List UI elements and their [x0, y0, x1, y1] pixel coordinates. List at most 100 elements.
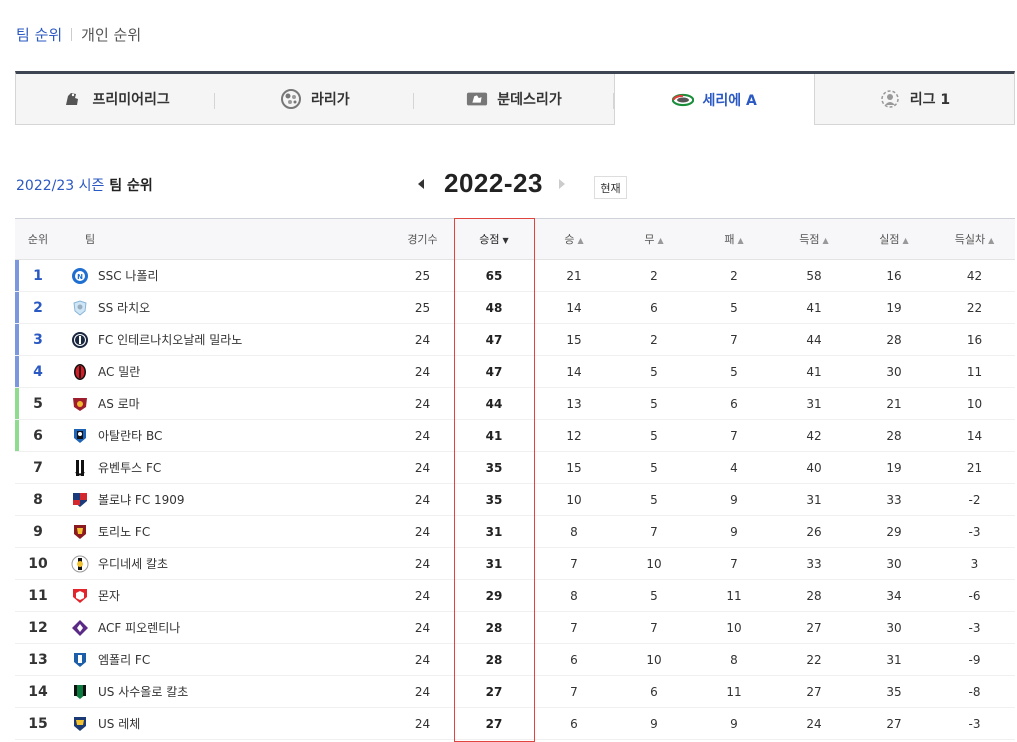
won-cell: 8	[534, 579, 614, 612]
league-tabs: 프리미어리그 라리가 분데스리가 세리에 A 리그 1	[15, 71, 1015, 125]
goal-diff-cell: 22	[934, 291, 1015, 324]
league-label: 프리미어리그	[92, 92, 170, 108]
team-cell: 볼로냐 FC 1909	[61, 483, 391, 516]
points-cell: 28	[454, 611, 534, 644]
goal-diff-cell: -3	[934, 707, 1015, 740]
goal-diff-cell: -2	[934, 483, 1015, 516]
tab-laliga[interactable]: 라리가	[215, 74, 415, 124]
tab-team-ranking[interactable]: 팀 순위	[16, 26, 63, 44]
rank-cell: 5	[15, 387, 61, 420]
goals-against-cell: 16	[854, 259, 934, 292]
points-cell: 35	[454, 483, 534, 516]
team-cell: AC 밀란	[61, 355, 391, 388]
rank-value: 11	[28, 587, 48, 604]
tab-bundesliga[interactable]: 분데스리가	[414, 74, 614, 124]
sort-asc-icon: ▲	[822, 236, 829, 245]
goals-against-cell: 21	[854, 387, 934, 420]
col-drawn-sort[interactable]: 무 ▲	[614, 218, 694, 260]
rank-cell: 11	[15, 579, 61, 612]
col-goals-for-sort[interactable]: 득점 ▲	[774, 218, 854, 260]
drawn-cell: 5	[614, 579, 694, 612]
rank-cell: 2	[15, 291, 61, 324]
rank-cell: 12	[15, 611, 61, 644]
tab-divider	[71, 28, 73, 41]
team-link[interactable]: 토리노 FC	[71, 523, 391, 541]
team-link[interactable]: 엠폴리 FC	[71, 651, 391, 669]
col-team: 팀	[61, 218, 391, 260]
won-cell: 10	[534, 483, 614, 516]
team-link[interactable]: SS 라치오	[71, 299, 391, 317]
team-cell: AS 로마	[61, 387, 391, 420]
team-link[interactable]: AC 밀란	[71, 363, 391, 381]
qualification-zone-marker	[15, 260, 19, 291]
drawn-cell: 2	[614, 259, 694, 292]
goals-against-cell: 19	[854, 451, 934, 484]
table-row: 15 US 레체 24 27 6 9 9 24 27 -3	[15, 707, 1015, 740]
goals-for-cell: 31	[774, 387, 854, 420]
team-cell: 유벤투스 FC	[61, 451, 391, 484]
premier-league-icon	[61, 88, 83, 110]
points-cell: 31	[454, 515, 534, 548]
col-goal-diff-sort[interactable]: 득실차 ▲	[934, 218, 1015, 260]
goals-against-cell: 28	[854, 419, 934, 452]
league-label: 라리가	[310, 92, 350, 108]
prev-season-arrow-icon[interactable]	[418, 178, 424, 189]
tab-ligue-1[interactable]: 리그 1	[815, 74, 1014, 124]
team-link[interactable]: 아탈란타 BC	[71, 427, 391, 445]
qualification-zone-marker	[15, 324, 19, 355]
rank-value: 1	[33, 267, 43, 284]
won-cell: 7	[534, 547, 614, 580]
empoli-crest-icon	[71, 651, 89, 669]
team-name: FC 인테르나치오날레 밀라노	[98, 333, 243, 347]
points-cell: 65	[454, 259, 534, 292]
tab-player-ranking[interactable]: 개인 순위	[81, 26, 142, 44]
bologna-crest-icon	[71, 491, 89, 509]
atalanta-crest-icon	[71, 427, 89, 445]
col-points-sort[interactable]: 승점 ▼	[454, 218, 534, 260]
team-link[interactable]: AS 로마	[71, 395, 391, 413]
col-goals-against-sort[interactable]: 실점 ▲	[854, 218, 934, 260]
team-link[interactable]: US 레체	[71, 715, 391, 733]
team-link[interactable]: N SSC 나폴리	[71, 267, 391, 285]
goals-against-cell: 30	[854, 355, 934, 388]
won-cell: 7	[534, 611, 614, 644]
team-link[interactable]: 볼로냐 FC 1909	[71, 491, 391, 509]
goals-for-cell: 33	[774, 547, 854, 580]
rank-value: 9	[33, 523, 43, 540]
team-name: SSC 나폴리	[98, 269, 159, 283]
team-name: AS 로마	[98, 397, 140, 411]
col-goals-against: 실점	[879, 233, 900, 246]
team-cell: 우디네세 칼초	[61, 547, 391, 580]
rank-value: 6	[33, 427, 43, 444]
team-link[interactable]: 유벤투스 FC	[71, 459, 391, 477]
goals-against-cell: 34	[854, 579, 934, 612]
goals-against-cell: 28	[854, 323, 934, 356]
drawn-cell: 5	[614, 483, 694, 516]
rank-value: 8	[33, 491, 43, 508]
team-link[interactable]: US 사수올로 칼초	[71, 683, 391, 701]
bundesliga-icon	[466, 88, 488, 110]
team-name: 볼로냐 FC 1909	[98, 493, 185, 507]
goal-diff-cell: 11	[934, 355, 1015, 388]
tab-premier-league[interactable]: 프리미어리그	[16, 74, 216, 124]
rank-value: 10	[28, 555, 48, 572]
tab-serie-a[interactable]: 세리에 A	[613, 74, 815, 125]
col-lost-sort[interactable]: 패 ▲	[694, 218, 774, 260]
team-name: 우디네세 칼초	[98, 557, 169, 571]
season-title-suffix: 팀 순위	[109, 178, 153, 194]
sort-asc-icon: ▲	[657, 236, 664, 245]
drawn-cell: 2	[614, 323, 694, 356]
team-name: SS 라치오	[98, 301, 151, 315]
team-link[interactable]: FC 인테르나치오날레 밀라노	[71, 331, 391, 349]
team-link[interactable]: ACF 피오렌티나	[71, 619, 391, 637]
lost-cell: 5	[694, 291, 774, 324]
lost-cell: 10	[694, 611, 774, 644]
goals-against-cell: 35	[854, 675, 934, 708]
goals-for-cell: 22	[774, 643, 854, 676]
team-link[interactable]: 우디네세 칼초	[71, 555, 391, 573]
current-season-button[interactable]: 현재	[594, 176, 627, 199]
col-won-sort[interactable]: 승 ▲	[534, 218, 614, 260]
team-link[interactable]: 몬자	[71, 587, 391, 605]
next-season-arrow-icon[interactable]	[558, 178, 565, 189]
won-cell: 13	[534, 387, 614, 420]
